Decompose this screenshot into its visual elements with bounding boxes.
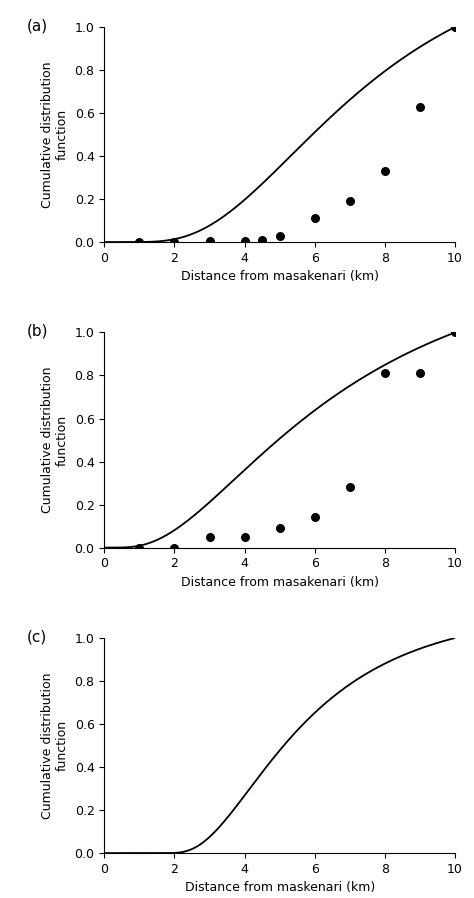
Point bbox=[276, 228, 283, 242]
Point bbox=[416, 366, 424, 381]
Y-axis label: Cumulative distribution
function: Cumulative distribution function bbox=[41, 673, 69, 819]
Point bbox=[136, 541, 143, 555]
Point bbox=[206, 530, 213, 544]
Point bbox=[241, 530, 248, 544]
Point bbox=[311, 510, 319, 524]
Point bbox=[346, 194, 354, 208]
Text: (b): (b) bbox=[27, 324, 49, 339]
Point bbox=[381, 366, 389, 381]
Point bbox=[416, 100, 424, 114]
X-axis label: Distance from masakenari (km): Distance from masakenari (km) bbox=[181, 270, 379, 284]
Point bbox=[311, 211, 319, 225]
X-axis label: Distance from masakenari (km): Distance from masakenari (km) bbox=[181, 576, 379, 589]
Text: (a): (a) bbox=[27, 18, 48, 33]
Y-axis label: Cumulative distribution
function: Cumulative distribution function bbox=[41, 366, 69, 514]
Point bbox=[451, 325, 459, 339]
Point bbox=[451, 20, 459, 34]
Point bbox=[381, 164, 389, 179]
Y-axis label: Cumulative distribution
function: Cumulative distribution function bbox=[41, 61, 69, 207]
Point bbox=[136, 235, 143, 250]
Text: (c): (c) bbox=[27, 629, 47, 645]
Point bbox=[258, 233, 266, 247]
X-axis label: Distance from maskenari (km): Distance from maskenari (km) bbox=[184, 881, 375, 894]
Point bbox=[346, 480, 354, 495]
Point bbox=[276, 521, 283, 535]
Point bbox=[171, 541, 178, 555]
Point bbox=[171, 235, 178, 250]
Point bbox=[206, 233, 213, 248]
Point bbox=[241, 233, 248, 248]
